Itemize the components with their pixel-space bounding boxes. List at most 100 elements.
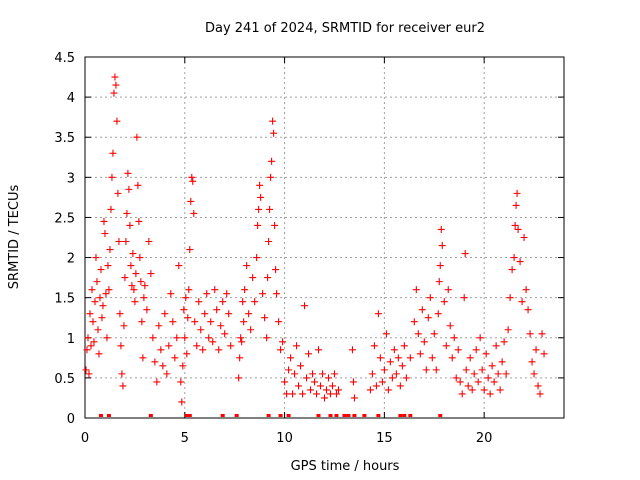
data-point [500,338,508,346]
data-point [328,382,336,390]
data-point [322,386,330,394]
data-point [178,398,186,406]
data-point [273,290,281,298]
data-point [444,286,452,294]
data-point [199,346,207,354]
data-point [107,205,115,213]
data-point [496,386,504,394]
data-point [530,370,538,378]
data-point [195,298,203,306]
data-point [118,370,126,378]
data-point [159,362,167,370]
data-point [247,326,255,334]
data-point [219,298,227,306]
data-point [236,354,244,362]
data-point [430,330,438,338]
data-point [424,314,432,322]
data-point [394,354,402,362]
data-point [264,274,272,282]
data-point [84,334,92,342]
data-point [368,370,376,378]
data-point [524,306,532,314]
data-point [257,193,265,201]
data-point [268,157,276,165]
data-point [108,173,116,181]
data-point [478,366,486,374]
data-point [117,342,125,350]
data-point [135,217,143,225]
data-point [105,286,113,294]
data-point [113,117,121,125]
data-point [536,390,544,398]
data-points [82,73,548,406]
data-point [293,342,301,350]
data-point [374,310,382,318]
flag-markers [98,414,443,417]
data-point [240,318,248,326]
data-point [488,362,496,370]
data-point [267,173,275,181]
data-point [89,318,97,326]
data-point [183,350,191,358]
data-point [180,306,188,314]
data-point [203,290,211,298]
data-point [177,378,185,386]
data-point [254,221,262,229]
data-point [151,358,159,366]
y-tick-label: 3.5 [54,131,75,146]
data-point [388,374,396,382]
data-point [434,310,442,318]
data-point [366,386,374,394]
data-point [438,242,446,250]
data-point [492,342,500,350]
data-point [506,294,514,302]
data-point [311,378,319,386]
data-point [93,278,101,286]
data-point [120,322,128,330]
data-point [384,386,392,394]
data-point [188,173,196,181]
data-point [490,378,498,386]
data-point [111,73,119,81]
data-point [167,290,175,298]
data-point [422,366,430,374]
data-point [193,342,201,350]
data-point [140,294,148,302]
data-point [127,262,135,270]
data-point [238,338,246,346]
data-point [396,382,404,390]
data-point [303,374,311,382]
data-point [82,366,90,374]
data-point [317,382,325,390]
data-point [88,286,96,294]
data-point [157,346,165,354]
data-point [155,322,163,330]
data-point [126,221,134,229]
data-point [510,254,518,262]
x-tick-label: 10 [276,431,293,446]
data-point [348,346,356,354]
data-point [187,197,195,205]
data-point [223,290,231,298]
data-point [484,374,492,382]
data-point [114,189,122,197]
data-point [207,318,215,326]
data-point [185,286,193,294]
data-point [184,314,192,322]
data-point [437,225,445,233]
data-point [251,298,259,306]
data-point [256,181,264,189]
data-point [540,350,548,358]
data-point [440,298,448,306]
data-point [163,370,171,378]
data-point [460,294,468,302]
data-point [291,370,299,378]
data-point [315,346,323,354]
y-tick-label: 0.5 [54,372,75,387]
data-point [319,370,327,378]
data-point [277,346,285,354]
data-point [272,266,280,274]
data-point [309,370,317,378]
data-point [197,326,205,334]
data-point [205,334,213,342]
